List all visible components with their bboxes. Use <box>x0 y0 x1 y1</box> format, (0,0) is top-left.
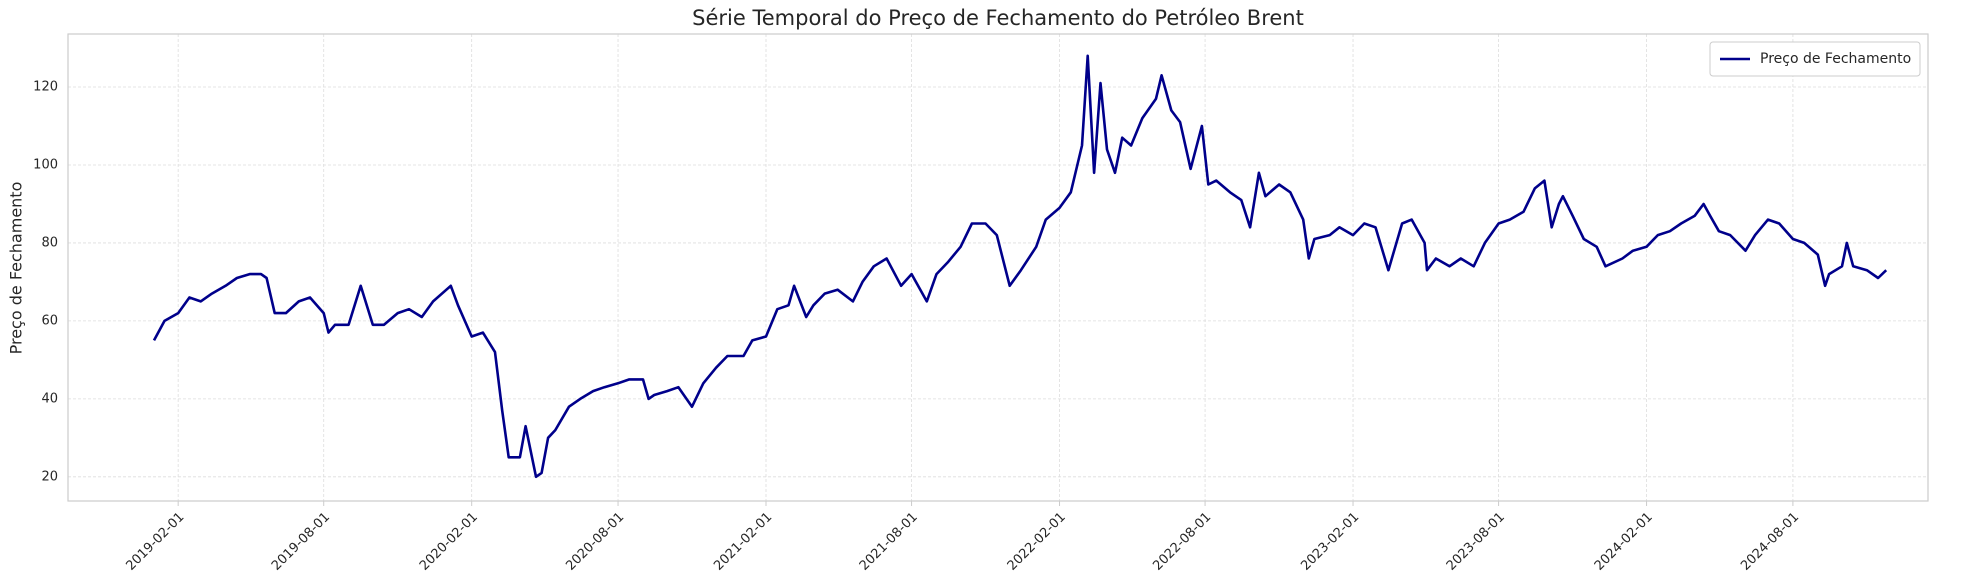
line-series <box>152 54 1888 479</box>
y-tick-label: 60 <box>41 313 58 328</box>
x-tick-label: 2019-02-01 <box>123 510 187 574</box>
x-tick-label: 2024-02-01 <box>1592 510 1656 574</box>
y-tick-label: 120 <box>33 80 58 95</box>
x-tick-label: 2022-08-01 <box>1150 510 1214 574</box>
legend: Preço de Fechamento <box>1709 41 1921 77</box>
legend-box <box>1709 41 1921 77</box>
x-tick-label: 2021-02-01 <box>711 510 775 574</box>
x-tick-label: 2021-08-01 <box>857 510 921 574</box>
y-axis-label: Preço de Fechamento <box>7 182 26 355</box>
x-tick-label: 2020-08-01 <box>563 510 627 574</box>
y-tick-label: 80 <box>41 235 58 250</box>
x-tick-label: 2023-08-01 <box>1444 510 1508 574</box>
y-tick-label: 40 <box>41 391 58 406</box>
chart-title: Série Temporal do Preço de Fechamento do… <box>692 6 1304 30</box>
x-tick-label: 2022-02-01 <box>1005 510 1069 574</box>
legend-label: Preço de Fechamento <box>1760 51 1911 67</box>
x-tick-label: 2019-08-01 <box>269 510 333 574</box>
x-tick-label: 2023-02-01 <box>1298 510 1362 574</box>
plot-frame <box>67 33 1929 502</box>
y-tick-label: 20 <box>41 469 58 484</box>
x-tick-label: 2020-02-01 <box>417 510 481 574</box>
x-tick-label: 2024-08-01 <box>1738 510 1802 574</box>
y-tick-label: 100 <box>33 157 58 172</box>
